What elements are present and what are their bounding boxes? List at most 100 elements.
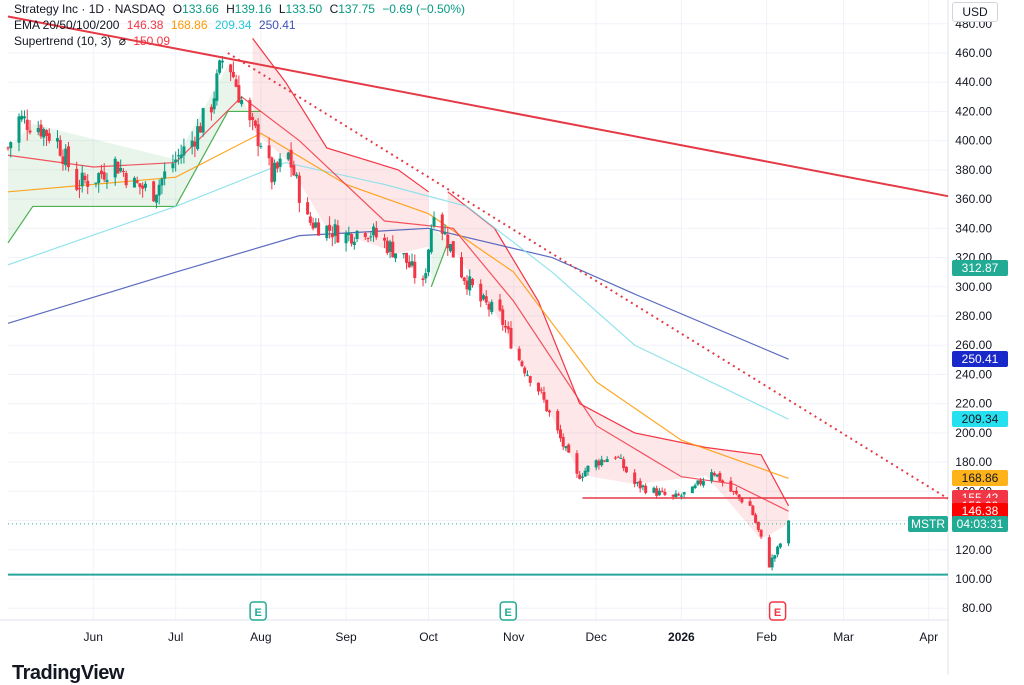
candle-body: [710, 472, 714, 481]
candle-body: [102, 172, 106, 180]
candle-body: [251, 117, 255, 121]
candle-body: [597, 460, 601, 466]
candle-body: [679, 495, 683, 497]
candle-body: [635, 482, 639, 484]
candle-body: [182, 146, 186, 156]
candle-body: [77, 188, 81, 190]
candle-body: [314, 222, 318, 228]
candle-body: [556, 411, 560, 431]
ema-legend[interactable]: EMA 20/50/100/200 146.38 168.86 209.34 2…: [14, 18, 300, 32]
candle-body: [355, 230, 359, 240]
candle-body: [394, 253, 398, 259]
candle-body: [468, 276, 472, 291]
candle-body: [237, 85, 241, 103]
supertrend-fill: [252, 38, 429, 254]
candle-body: [278, 158, 282, 167]
candle-body: [517, 348, 521, 361]
supertrend-value: 150.09: [133, 34, 171, 48]
candle-body: [767, 537, 771, 568]
candle-body: [660, 490, 664, 492]
y-tick-label: 100.00: [955, 572, 992, 586]
candle-body: [580, 476, 584, 478]
candle-body: [737, 494, 741, 498]
x-tick-label: Jul: [168, 630, 183, 644]
candle-body: [748, 501, 752, 506]
candle-body: [594, 460, 598, 468]
candle-body: [124, 173, 128, 186]
candle-body: [295, 174, 299, 177]
candle-body: [787, 520, 791, 544]
high-label: H: [226, 2, 235, 16]
candle-body: [328, 224, 332, 231]
candle-body: [20, 115, 24, 120]
price-tag: 146.38: [952, 503, 1008, 520]
candle-body: [410, 261, 414, 266]
x-tick-label: Jun: [84, 630, 103, 644]
candle-body: [693, 485, 697, 489]
candle-body: [622, 459, 626, 469]
y-tick-label: 340.00: [955, 221, 992, 235]
earnings-marker: [249, 601, 267, 621]
x-tick-label: Feb: [756, 630, 777, 644]
hidden-icon[interactable]: ⌀: [118, 34, 126, 48]
candle-body: [547, 410, 551, 413]
candle-body: [696, 480, 700, 485]
y-tick-label: 300.00: [955, 280, 992, 294]
brand-text: TradingView: [12, 662, 124, 684]
ema50-line: [7, 132, 789, 479]
candle-body: [520, 361, 524, 367]
candle-body: [479, 283, 483, 302]
candle-body: [770, 557, 774, 568]
candle-body: [325, 225, 329, 239]
candle-body: [215, 73, 219, 101]
symbol-title[interactable]: Strategy Inc · 1D · NASDAQ: [14, 2, 166, 16]
candle-body: [333, 224, 337, 236]
candle-body: [22, 116, 26, 119]
candle-body: [449, 244, 453, 252]
candle-body: [523, 367, 527, 374]
candle-body: [682, 492, 686, 495]
candle-body: [602, 460, 606, 462]
candle-body: [75, 168, 79, 190]
candle-body: [292, 165, 296, 176]
candle-body: [317, 222, 321, 236]
candle-body: [253, 120, 257, 126]
y-tick-label: 200.00: [955, 426, 992, 440]
candle-body: [113, 158, 117, 178]
candle-body: [712, 472, 716, 476]
candle-body: [773, 555, 777, 559]
y-tick-label: 180.00: [955, 455, 992, 469]
candle-body: [231, 71, 235, 78]
candle-body: [61, 156, 65, 165]
supertrend-legend[interactable]: Supertrend (10, 3) ⌀ 150.09: [14, 34, 174, 48]
candle-body: [429, 229, 433, 253]
candle-body: [259, 146, 263, 148]
supertrend-line: [430, 242, 449, 287]
x-tick-label: 2026: [668, 630, 695, 644]
earnings-marker: [768, 601, 787, 621]
candle-body: [619, 457, 623, 459]
y-tick-label: 440.00: [955, 75, 992, 89]
candle-body: [240, 100, 244, 105]
candle-body: [330, 233, 334, 238]
candle-body: [484, 296, 488, 303]
candle-body: [275, 162, 279, 169]
candle-body: [756, 521, 760, 530]
currency-button[interactable]: USD: [952, 2, 998, 22]
candle-body: [55, 138, 59, 142]
candle-body: [83, 175, 87, 181]
candle-body: [366, 238, 370, 240]
ema200-line: [7, 227, 789, 360]
y-tick-label: 280.00: [955, 309, 992, 323]
symbol-tag: MSTR: [908, 516, 948, 532]
candle-body: [25, 119, 29, 131]
candle-body: [17, 116, 21, 143]
candle-body: [163, 171, 167, 179]
candle-body: [413, 261, 417, 279]
candle-body: [97, 173, 101, 183]
candle-body: [509, 327, 513, 349]
candle-body: [193, 141, 197, 147]
candle-body: [545, 399, 549, 412]
candle-body: [86, 180, 90, 187]
